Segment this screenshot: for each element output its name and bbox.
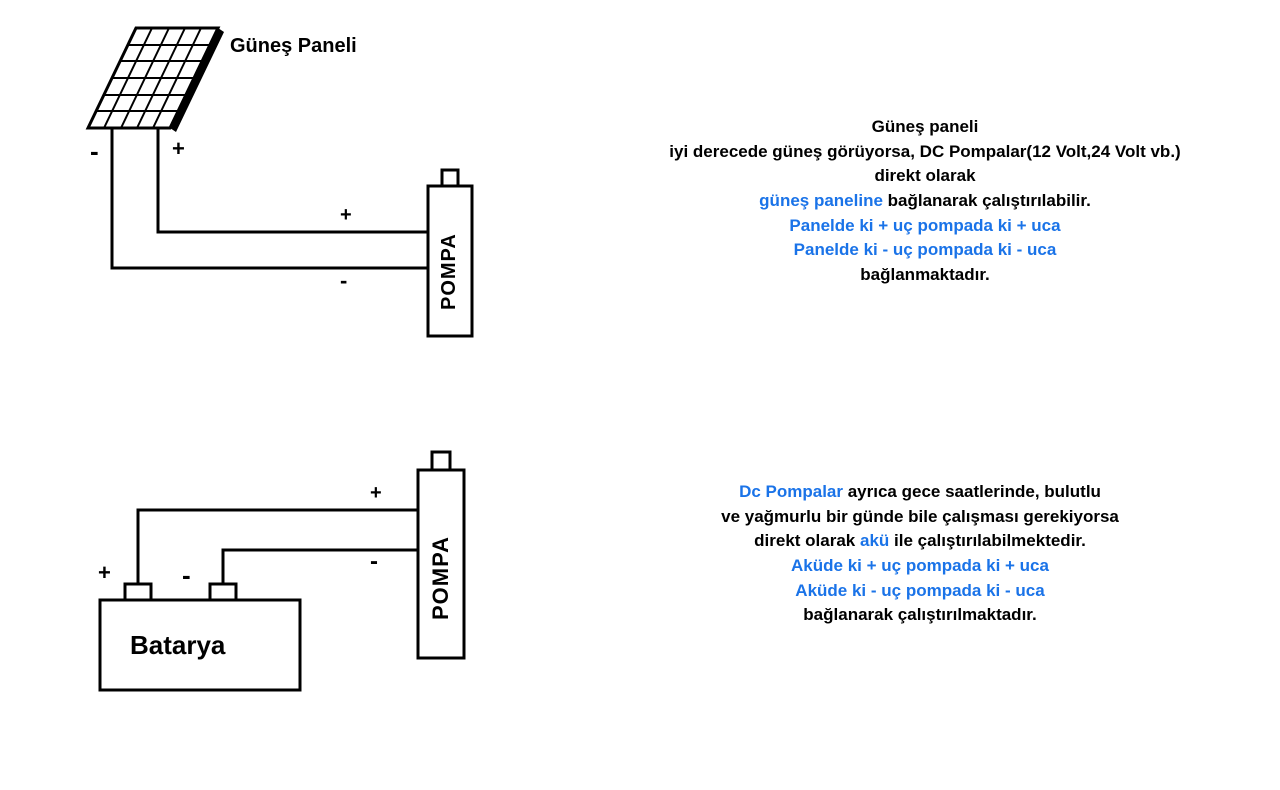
text-block-1: Güneş paneli iyi derecede güneş görüyors… [630, 115, 1220, 287]
minus-wire-2 [223, 550, 418, 584]
t2-l2: ve yağmurlu bir günde bile çalışması ger… [660, 505, 1180, 530]
t1-l4: güneş paneline bağlanarak çalıştırılabil… [630, 189, 1220, 214]
wire-minus-label-1: - [340, 268, 347, 294]
plus-wire [158, 146, 428, 232]
battery-minus-label: - [182, 560, 191, 591]
solar-svg [40, 20, 500, 350]
battery-label: Batarya [130, 630, 225, 661]
t2-l3-hl: akü [860, 531, 889, 550]
t1-l6: Panelde ki - uç pompada ki - uca [630, 238, 1220, 263]
t2-l5: Aküde ki - uç pompada ki - uca [660, 579, 1180, 604]
t2-l1-hl: Dc Pompalar [739, 482, 843, 501]
t1-l4b: bağlanarak çalıştırılabilir. [883, 191, 1091, 210]
pump-label-2: POMPA [428, 536, 454, 620]
t1-l2: iyi derecede güneş görüyorsa, DC Pompala… [630, 140, 1220, 165]
t2-l3a: direkt olarak [754, 531, 860, 550]
panel-minus-label: - [90, 136, 99, 167]
t1-l3: direkt olarak [630, 164, 1220, 189]
t2-l6: bağlanarak çalıştırılmaktadır. [660, 603, 1180, 628]
battery-diagram: + - Batarya + - POMPA [70, 450, 500, 710]
panel-label: Güneş Paneli [230, 35, 357, 58]
battery-plus-label: + [98, 560, 111, 586]
panel-plus-label: + [172, 136, 185, 162]
solar-diagram: Güneş Paneli - + + - POMPA [40, 20, 500, 350]
t2-l1b: ayrıca gece saatlerinde, bulutlu [843, 482, 1101, 501]
t1-l4-hl: güneş paneline [759, 191, 883, 210]
solar-panel-icon [88, 28, 224, 132]
t2-l3: direkt olarak akü ile çalıştırılabilmekt… [660, 529, 1180, 554]
text-block-2: Dc Pompalar ayrıca gece saatlerinde, bul… [660, 480, 1180, 628]
t1-l5: Panelde ki + uç pompada ki + uca [630, 214, 1220, 239]
t2-l3b: ile çalıştırılabilmektedir. [889, 531, 1086, 550]
wire-minus-label-2: - [370, 548, 378, 576]
page: Güneş Paneli - + + - POMPA Güneş paneli … [0, 0, 1280, 790]
t1-l1: Güneş paneli [630, 115, 1220, 140]
wire-plus-label-1: + [340, 204, 352, 227]
t1-l7: bağlanmaktadır. [630, 263, 1220, 288]
pump-label-1: POMPA [438, 233, 461, 310]
wire-plus-label-2: + [370, 482, 382, 505]
t2-l4: Aküde ki + uç pompada ki + uca [660, 554, 1180, 579]
t2-l1: Dc Pompalar ayrıca gece saatlerinde, bul… [660, 480, 1180, 505]
